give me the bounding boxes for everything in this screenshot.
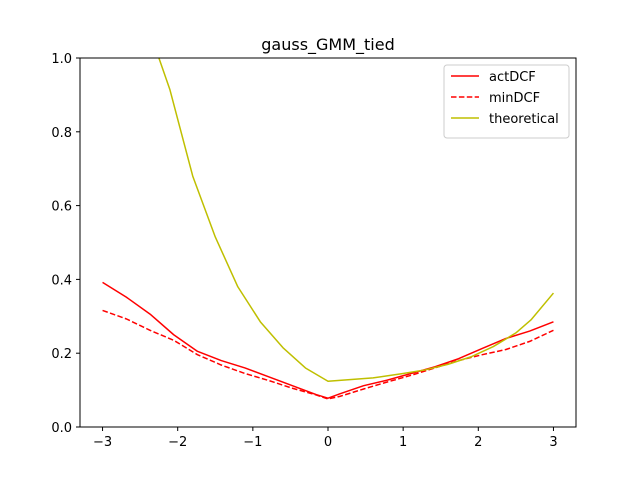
x-tick-label: −2 (168, 435, 187, 450)
chart-title: gauss_GMM_tied (261, 35, 395, 55)
y-tick-label: 0.6 (51, 200, 72, 215)
x-tick-label: −3 (93, 435, 112, 450)
x-tick-label: 1 (399, 435, 407, 450)
legend-label-minDCF: minDCF (489, 91, 540, 106)
legend-box (443, 64, 570, 139)
y-tick-label: 0.2 (51, 347, 72, 362)
y-tick-label: 0.4 (51, 273, 72, 288)
x-tick-label: −1 (243, 435, 262, 450)
series-line-theoretical (158, 58, 555, 382)
x-tick-label: 3 (549, 435, 557, 450)
y-tick-label: 1.0 (51, 52, 72, 67)
legend: actDCF minDCF theoretical (443, 64, 570, 139)
series-line-actDCF (102, 281, 554, 399)
x-tick-label: 0 (324, 435, 332, 450)
x-tick-label: 2 (474, 435, 482, 450)
y-tick-label: 0.0 (51, 421, 72, 436)
legend-label-theoretical: theoretical (489, 112, 559, 127)
plot-area (102, 58, 555, 400)
legend-label-actDCF: actDCF (489, 70, 536, 85)
axis-ticks: −3 −2 −1 0 1 2 3 0.0 0.2 0.4 0.6 0.8 1.0 (51, 52, 557, 450)
series-line-minDCF (102, 309, 554, 400)
y-tick-label: 0.8 (51, 126, 72, 141)
